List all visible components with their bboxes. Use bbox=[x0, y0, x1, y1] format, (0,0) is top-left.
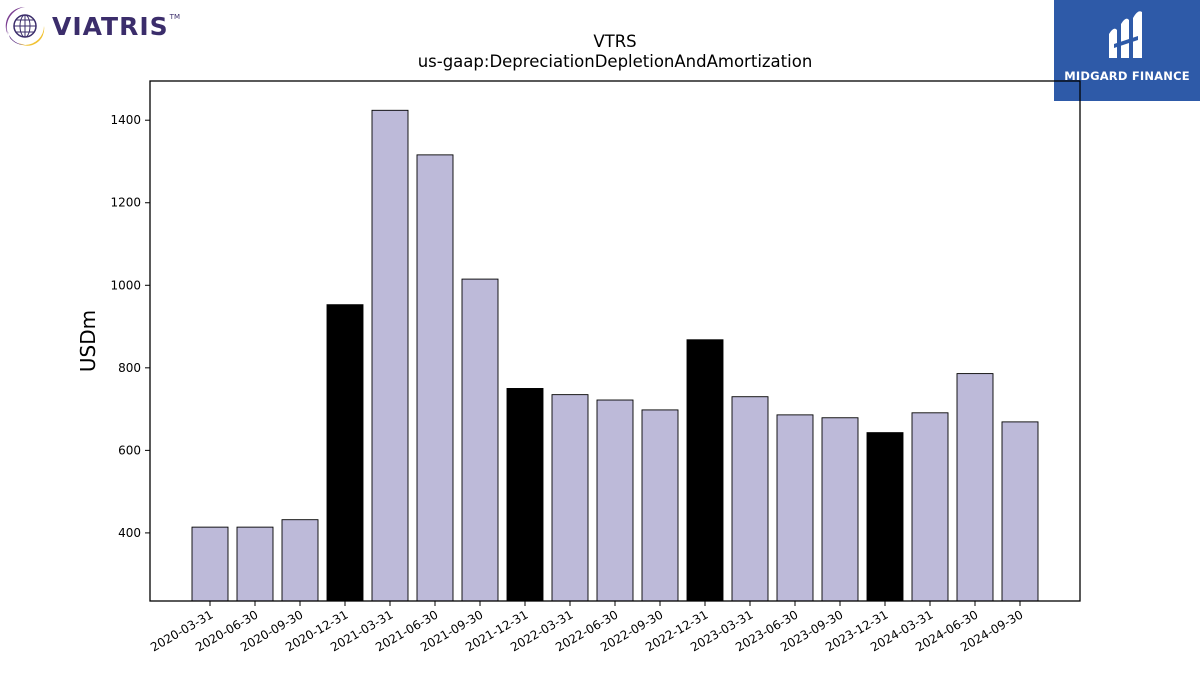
y-axis-label: USDm bbox=[76, 310, 100, 372]
bar-2022-12-31 bbox=[686, 339, 724, 602]
bar-2022-09-30 bbox=[641, 409, 679, 602]
y-tick-label: 400 bbox=[118, 526, 141, 540]
y-tick-label: 600 bbox=[118, 443, 141, 457]
viatris-wordmark: VIATRIS bbox=[52, 11, 169, 41]
bar-2023-06-30 bbox=[776, 414, 814, 602]
y-axis: 400 600 800 1000 1200 1400 bbox=[110, 113, 150, 540]
viatris-logo: VIATRIS TM bbox=[4, 4, 180, 48]
bar-2021-06-30 bbox=[416, 154, 454, 602]
viatris-globe-icon bbox=[5, 6, 45, 46]
bar-2022-03-31 bbox=[551, 394, 589, 602]
bar-2021-09-30 bbox=[461, 278, 499, 602]
bar-2023-12-31 bbox=[866, 432, 904, 602]
trademark-mark: TM bbox=[169, 13, 180, 21]
bar-2020-09-30 bbox=[281, 519, 319, 602]
x-axis: 2020-03-312020-06-302020-09-302020-12-31… bbox=[148, 601, 1026, 654]
bar-2020-03-31 bbox=[191, 526, 229, 602]
bar-2021-12-31 bbox=[506, 388, 544, 602]
bar-2023-09-30 bbox=[821, 417, 859, 602]
chart-title: VTRS bbox=[593, 32, 637, 51]
bar-2023-03-31 bbox=[731, 396, 769, 602]
y-tick-label: 1200 bbox=[110, 196, 141, 210]
chart-subtitle: us-gaap:DepreciationDepletionAndAmortiza… bbox=[417, 52, 813, 71]
y-tick-label: 1400 bbox=[110, 113, 141, 127]
midgard-wordmark: MIDGARD FINANCE bbox=[1064, 69, 1190, 83]
bar-2021-03-31 bbox=[371, 109, 409, 602]
midgard-finance-logo: MIDGARD FINANCE bbox=[1054, 0, 1200, 101]
bar-2024-06-30 bbox=[956, 373, 994, 602]
bar-2020-12-31 bbox=[326, 304, 364, 602]
midgard-emblem-icon bbox=[1109, 11, 1142, 59]
y-tick-label: 1000 bbox=[110, 278, 141, 292]
y-tick-label: 800 bbox=[118, 361, 141, 375]
bar-2024-09-30 bbox=[1001, 421, 1039, 602]
bar-2024-03-31 bbox=[911, 412, 949, 602]
bar-2022-06-30 bbox=[596, 399, 634, 602]
bar-2020-06-30 bbox=[236, 526, 274, 602]
bars-layer bbox=[191, 109, 1039, 602]
